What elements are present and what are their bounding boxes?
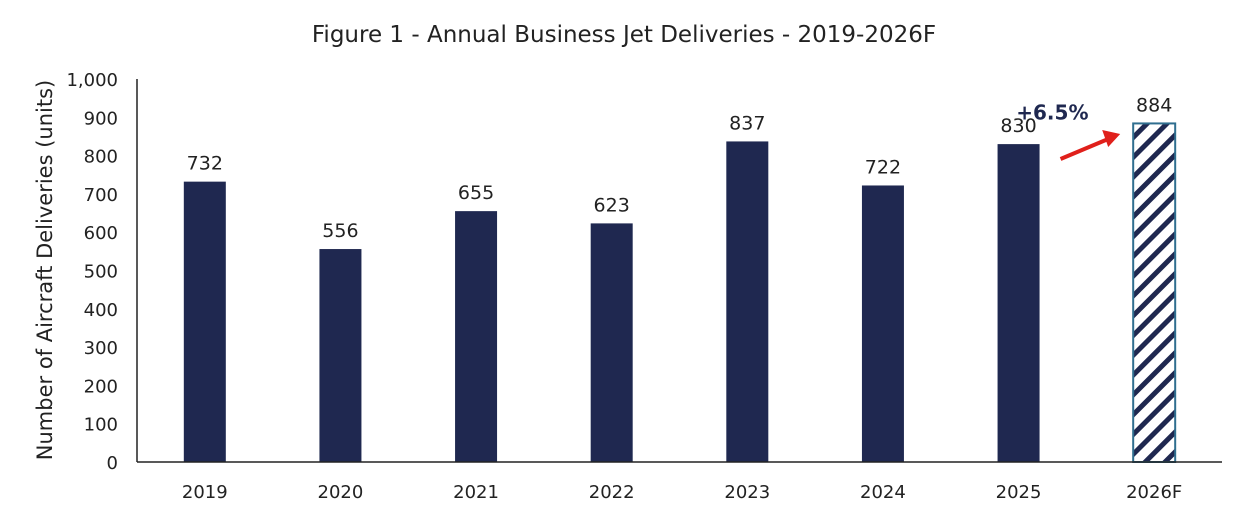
x-tick-label: 2020	[318, 482, 364, 503]
y-tick-label: 400	[84, 300, 118, 321]
y-tick-label: 900	[84, 108, 118, 129]
bar	[319, 249, 362, 462]
y-tick-label: 600	[84, 223, 118, 244]
data-label: 837	[729, 112, 765, 134]
x-tick-label: 2025	[996, 482, 1042, 503]
y-tick-label: 200	[84, 376, 118, 397]
growth-arrow	[1059, 137, 1109, 161]
bar	[861, 185, 904, 462]
x-tick-label: 2019	[182, 482, 228, 503]
x-tick-label: 2022	[589, 482, 635, 503]
bar	[997, 144, 1040, 463]
y-axis-label: Number of Aircraft Deliveries (units)	[33, 80, 57, 460]
y-tick-label: 800	[84, 147, 118, 168]
data-label: 556	[322, 220, 358, 242]
bar	[590, 223, 633, 462]
y-tick-label: 500	[84, 262, 118, 283]
bar	[455, 211, 498, 462]
data-label: 655	[458, 182, 494, 204]
data-label: 884	[1136, 94, 1172, 116]
y-tick-label: 0	[107, 453, 118, 474]
bar	[726, 141, 769, 462]
x-tick-label: 2023	[724, 482, 770, 503]
y-tick-label: 700	[84, 185, 118, 206]
data-label: 732	[187, 153, 223, 175]
y-tick-label: 300	[84, 338, 118, 359]
data-label: 722	[865, 156, 901, 178]
bar-forecast	[1132, 122, 1177, 463]
x-tick-label: 2024	[860, 482, 906, 503]
y-tick-label: 1,000	[66, 70, 118, 91]
x-tick-label: 2026F	[1126, 482, 1182, 503]
data-label: 623	[594, 194, 630, 216]
bar	[183, 181, 226, 463]
x-tick-label: 2021	[453, 482, 499, 503]
chart-title: Figure 1 - Annual Business Jet Deliverie…	[312, 22, 936, 48]
y-tick-label: 100	[84, 415, 118, 436]
arrow-head-icon	[1102, 130, 1121, 147]
growth-annotation: +6.5%	[1016, 100, 1088, 124]
data-label: 830	[1000, 115, 1036, 137]
